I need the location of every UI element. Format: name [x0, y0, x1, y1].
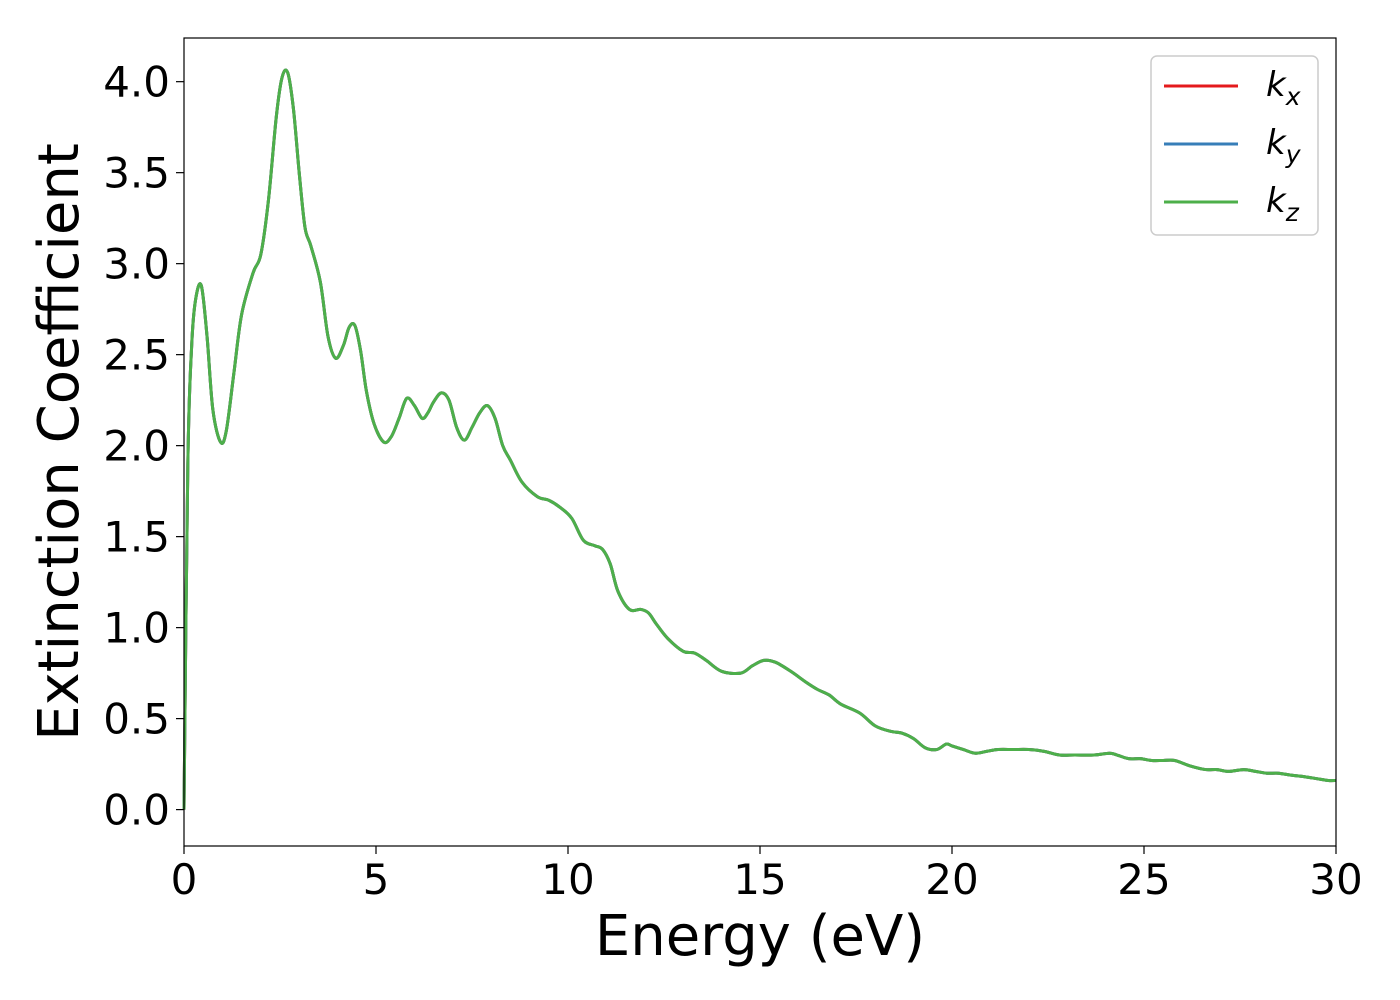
series-lines	[182, 68, 1337, 810]
y-tick-label: 1.5	[103, 513, 170, 562]
y-tick-label: 2.0	[103, 422, 170, 471]
x-axis-title: Energy (eV)	[595, 904, 925, 969]
y-tick-label: 4.0	[103, 58, 170, 107]
legend-label-kz: kz	[1266, 181, 1300, 227]
x-axis-ticks: 0 5 10 15 20 25 30	[171, 846, 1363, 904]
x-tick-label: 10	[541, 855, 594, 904]
x-tick-label: 15	[733, 855, 786, 904]
y-axis-title: Extinction Coefficient	[27, 143, 92, 741]
legend-label-kx: kx	[1266, 65, 1301, 111]
legend-label-subscript: y	[1285, 140, 1302, 169]
legend-label-base: k	[1266, 123, 1287, 163]
legend-label-base: k	[1266, 181, 1287, 221]
y-tick-label: 3.0	[103, 240, 170, 289]
y-axis-ticks: 0.0 0.5 1.0 1.5 2.0 2.5 3.0 3.5 4.0	[103, 58, 184, 835]
y-tick-label: 3.5	[103, 149, 170, 198]
series-line-kz	[182, 68, 1337, 810]
x-tick-label: 20	[925, 855, 978, 904]
y-tick-label: 2.5	[103, 331, 170, 380]
x-tick-label: 5	[363, 855, 390, 904]
legend-label-ky: ky	[1266, 123, 1302, 169]
x-tick-label: 30	[1309, 855, 1362, 904]
legend-label-subscript: z	[1285, 198, 1300, 227]
x-tick-label: 0	[171, 855, 198, 904]
y-tick-label: 0.0	[103, 786, 170, 835]
x-tick-label: 25	[1117, 855, 1170, 904]
y-tick-label: 1.0	[103, 604, 170, 653]
legend-label-subscript: x	[1285, 82, 1301, 111]
y-tick-label: 0.5	[103, 695, 170, 744]
legend-label-base: k	[1266, 65, 1287, 105]
